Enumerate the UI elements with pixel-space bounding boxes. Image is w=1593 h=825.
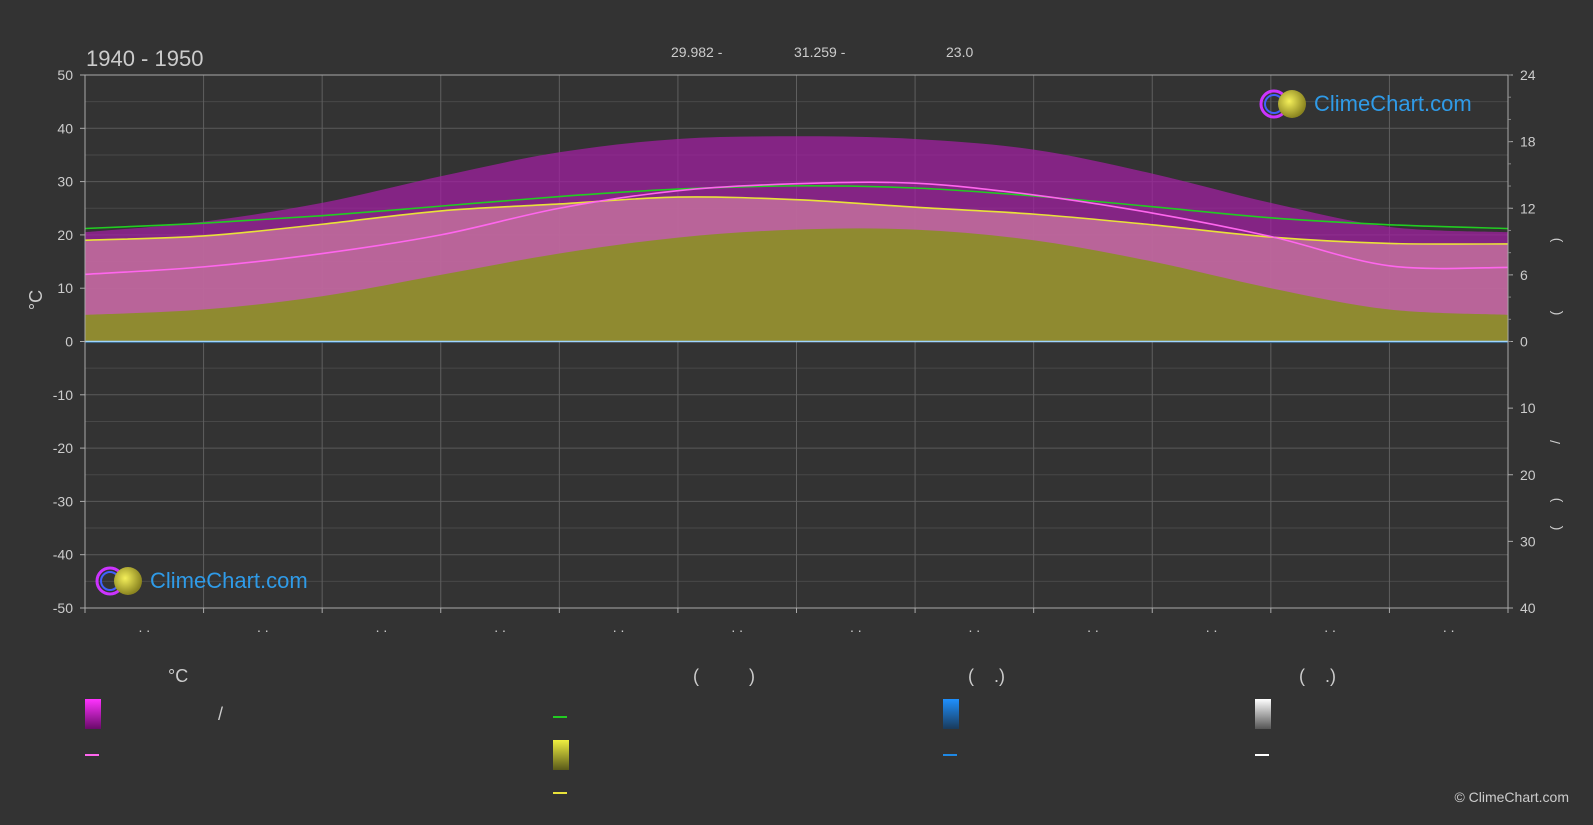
right-tick-label: 18 — [1520, 134, 1536, 150]
legend-header-sunshine: ( ) — [693, 666, 755, 686]
y-tick-label: 0 — [65, 334, 73, 350]
y-tick-label: 30 — [57, 174, 73, 190]
header-value-2: 31.259 - — [794, 44, 846, 60]
area-bands — [85, 136, 1508, 344]
legend-header-precipitation: ( .) — [968, 666, 1005, 686]
right-tick-label: 10 — [1520, 400, 1536, 416]
min-temp-band — [85, 228, 1508, 342]
legend-line-daylight — [553, 716, 567, 718]
climechart-logo-icon — [1259, 89, 1306, 119]
series-line-max_temp_monthly — [84, 181, 1509, 276]
header-value-3: 23.0 — [946, 44, 973, 60]
x-tick-label: . . — [257, 619, 269, 635]
x-tick-label: . . — [1324, 619, 1336, 635]
right-tick-label: 12 — [1520, 200, 1536, 216]
y-axis-label: °C — [26, 290, 46, 310]
series-lines — [84, 181, 1509, 343]
right-axis-glyph: ) — [1547, 238, 1563, 243]
y-tick-label: -30 — [53, 493, 73, 509]
right-axis-glyph: / — [1547, 440, 1563, 444]
right-axis-glyph: ( — [1547, 525, 1563, 530]
right-tick-label: 24 — [1520, 67, 1536, 83]
copyright-text: © ClimeChart.com — [1454, 789, 1569, 805]
legend-line-precipitation — [943, 754, 957, 756]
y-tick-label: 20 — [57, 227, 73, 243]
series-line-daylight — [84, 185, 1509, 230]
y-tick-label: 40 — [57, 120, 73, 136]
x-tick-label: . . — [731, 619, 743, 635]
legend-slash: / — [218, 704, 224, 724]
x-tick-label: . . — [969, 619, 981, 635]
right-tick-label: 20 — [1520, 467, 1536, 483]
legend-header-temperature: °C — [168, 666, 189, 686]
legend-line-temperature-mean — [85, 754, 99, 756]
watermark-text: ClimeChart.com — [1314, 91, 1472, 116]
right-tick-label: 30 — [1520, 533, 1536, 549]
legend-swatch-sunshine — [553, 740, 569, 770]
legend-swatch-temperature-range — [85, 699, 101, 729]
y-tick-label: -40 — [53, 547, 73, 563]
y-tick-label: -20 — [53, 440, 73, 456]
x-tick-label: . . — [376, 619, 388, 635]
x-tick-label: . . — [850, 619, 862, 635]
y-tick-label: -50 — [53, 600, 73, 616]
x-tick-label: . . — [138, 619, 150, 635]
right-axis-glyph: ( — [1547, 310, 1563, 315]
right-tick-label: 0 — [1520, 334, 1528, 350]
right-axis-glyph: ) — [1547, 498, 1563, 503]
legend-line-snow — [1255, 754, 1269, 756]
watermark-top: ClimeChart.com — [1258, 88, 1472, 120]
right-tick-label: 6 — [1520, 267, 1528, 283]
chart-title: 1940 - 1950 — [86, 46, 203, 71]
x-tick-label: . . — [494, 619, 506, 635]
x-tick-label: . . — [613, 619, 625, 635]
x-tick-label: . . — [1443, 619, 1455, 635]
right-tick-label: 40 — [1520, 600, 1536, 616]
x-tick-label: . . — [1206, 619, 1218, 635]
watermark-bottom: ClimeChart.com — [94, 565, 308, 597]
axes: 50 40 30 20 10 0 -10 -20 -30 -40 -50 24 18 12 6 0 10 20 30… — [53, 67, 1563, 635]
header-value-1: 29.982 - — [671, 44, 723, 60]
legend-swatch-snow — [1255, 699, 1271, 729]
watermark-text: ClimeChart.com — [150, 568, 308, 593]
climechart-logo-icon — [95, 566, 142, 596]
legend-header-snow: ( .) — [1299, 666, 1336, 686]
y-tick-label: 50 — [57, 67, 73, 83]
legend-line-sunshine — [553, 792, 567, 794]
y-tick-label: 10 — [57, 280, 73, 296]
y-tick-label: -10 — [53, 387, 73, 403]
x-tick-label: . . — [1087, 619, 1099, 635]
legend-swatch-precipitation — [943, 699, 959, 729]
